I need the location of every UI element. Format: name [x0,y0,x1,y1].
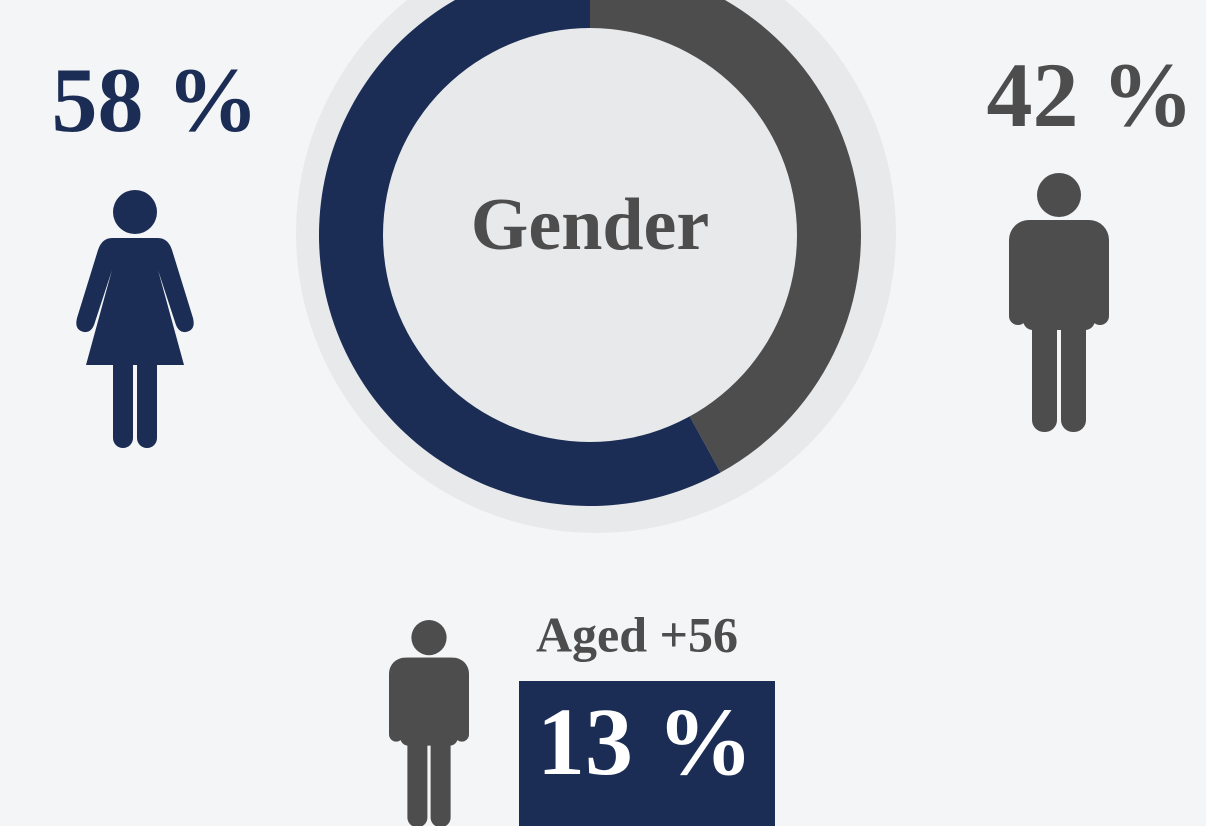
annotation-box [519,681,775,826]
donut-segment [318,0,721,506]
donut [318,0,861,506]
chart-title: Gender [471,184,709,266]
donut-segment [590,0,861,473]
annotation-value: 13 % [537,688,753,795]
man-icon [389,620,469,826]
value-label: 42 % [987,44,1194,146]
value-label: 58 % [52,49,259,151]
annotation-label: Aged +56 [536,606,738,662]
woman-icon [76,190,194,448]
donut-hole [383,28,797,442]
man-icon [1009,173,1109,432]
